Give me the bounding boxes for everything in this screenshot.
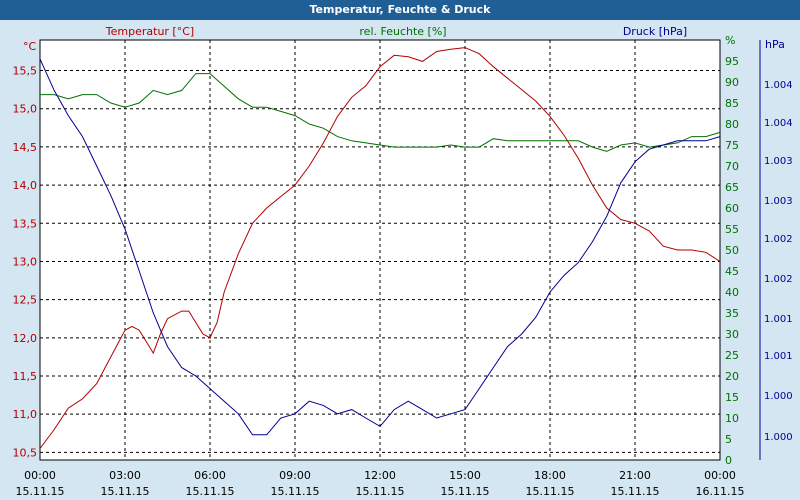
humidity-tick-label: 5 (725, 433, 732, 446)
humidity-tick-label: 90 (725, 76, 739, 89)
humidity-tick-label: 95 (725, 55, 739, 68)
x-tick-date: 15.11.15 (271, 485, 320, 498)
humidity-tick-label: 75 (725, 139, 739, 152)
humidity-axis-label: rel. Feuchte [%] (359, 25, 446, 38)
x-tick-date: 15.11.15 (101, 485, 150, 498)
x-tick-time: 09:00 (279, 469, 311, 482)
pressure-tick-label: 1.003 (764, 196, 793, 207)
x-tick-date: 15.11.15 (526, 485, 575, 498)
x-tick-time: 06:00 (194, 469, 226, 482)
humidity-tick-label: 50 (725, 244, 739, 257)
temperature-series-line (39, 47, 721, 449)
temp-tick-label: 12,0 (13, 332, 38, 345)
temp-unit-label: °C (23, 40, 37, 53)
humidity-tick-label: % (725, 34, 735, 47)
x-tick-time: 03:00 (109, 469, 141, 482)
humidity-tick-label: 0 (725, 454, 732, 467)
humidity-tick-label: 70 (725, 160, 739, 173)
x-tick-date: 15.11.15 (611, 485, 660, 498)
x-tick-time: 00:00 (24, 469, 56, 482)
pressure-tick-label: 1.004 (764, 80, 793, 91)
humidity-tick-label: 60 (725, 202, 739, 215)
pressure-unit-label: hPa (765, 38, 785, 51)
temp-tick-label: 14,5 (13, 141, 38, 154)
humidity-tick-label: 15 (725, 391, 739, 404)
pressure-tick-label: 1.001 (764, 351, 793, 362)
x-tick-time: 21:00 (619, 469, 651, 482)
temp-axis-label: Temperatur [°C] (105, 25, 194, 38)
pressure-tick-label: 1.003 (764, 156, 793, 167)
temp-tick-label: 13,0 (13, 255, 38, 268)
humidity-tick-label: 25 (725, 349, 739, 362)
pressure-series-line (39, 58, 721, 436)
chart-title: Temperatur, Feuchte & Druck (0, 0, 800, 20)
x-tick-date: 15.11.15 (441, 485, 490, 498)
humidity-tick-label: 35 (725, 307, 739, 320)
pressure-tick-label: 1.001 (764, 314, 793, 325)
temp-tick-label: 10,5 (13, 446, 38, 459)
humidity-tick-label: 55 (725, 223, 739, 236)
x-tick-date: 15.11.15 (16, 485, 65, 498)
pressure-tick-label: 1.002 (764, 274, 793, 285)
humidity-tick-label: 85 (725, 97, 739, 110)
humidity-tick-label: 40 (725, 286, 739, 299)
humidity-tick-label: 30 (725, 328, 739, 341)
temp-tick-label: 13,5 (13, 217, 38, 230)
x-tick-time: 18:00 (534, 469, 566, 482)
pressure-tick-label: 1.000 (764, 391, 793, 402)
x-tick-date: 16.11.15 (696, 485, 745, 498)
pressure-axis-label: Druck [hPa] (623, 25, 687, 38)
temp-tick-label: 11,5 (13, 370, 38, 383)
x-tick-time: 12:00 (364, 469, 396, 482)
temp-tick-label: 12,5 (13, 294, 38, 307)
humidity-tick-label: 65 (725, 181, 739, 194)
x-tick-time: 15:00 (449, 469, 481, 482)
temp-tick-label: 14,0 (13, 179, 38, 192)
humidity-tick-label: 45 (725, 265, 739, 278)
tick-labels: 00:00 15.11.15 03:00 15.11.15 06:00 15.11.15 0… (13, 34, 793, 498)
humidity-tick-label: 20 (725, 370, 739, 383)
temp-tick-label: 15,5 (13, 65, 38, 78)
humidity-tick-label: 80 (725, 118, 739, 131)
x-tick-time: 00:00 (704, 469, 736, 482)
humidity-series-line (40, 73, 721, 152)
pressure-tick-label: 1.004 (764, 118, 793, 129)
temp-tick-label: 11,0 (13, 408, 38, 421)
x-tick-date: 15.11.15 (356, 485, 405, 498)
temp-tick-label: 15,0 (13, 103, 38, 116)
humidity-tick-label: 10 (725, 412, 739, 425)
pressure-tick-label: 1.000 (764, 432, 793, 443)
series-lines (39, 47, 721, 449)
grid-lines (40, 40, 720, 460)
x-tick-date: 15.11.15 (186, 485, 235, 498)
pressure-tick-label: 1.002 (764, 234, 793, 245)
